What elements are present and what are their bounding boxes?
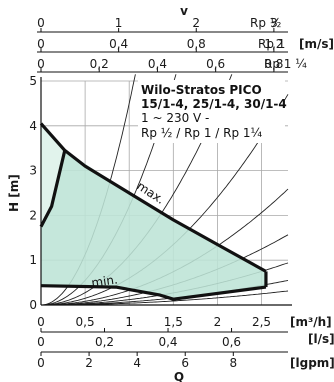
v-axis-half-tick-label: 1 [115, 16, 123, 30]
v-axis-half-unit: Rp ½ [250, 16, 281, 30]
v-axis-one-tick-label: 1,2 [264, 37, 283, 51]
operating-area-fill [41, 123, 266, 300]
y-tick-label: 2 [29, 208, 37, 222]
light-area-fill [41, 123, 65, 227]
q-main-tick-label: 1 [125, 315, 133, 329]
y-axis-title: H [m] [7, 174, 21, 212]
velocity-axes: 0 1 2 3Rp ½0 0,4 0,8 1,2Rp 1 [m/s]0 0,2 0,4 0,6 0,8… [37, 16, 334, 73]
q-main-unit: [m³/h] [290, 315, 332, 329]
min-curve [40, 284, 267, 301]
v-axis-half-tick-label: 0 [37, 16, 45, 30]
y-tick-label: 4 [29, 119, 37, 133]
q-main-tick-label: 1,5 [164, 315, 183, 329]
v-axis-quarter-tick-label: 0,6 [206, 57, 225, 71]
q-ls-tick-label: 0 [37, 335, 45, 349]
q-ls-tick-label: 0,2 [95, 335, 114, 349]
q-lgpm-tick-label: 4 [133, 356, 141, 370]
min-curve-label: min. [90, 272, 118, 290]
v-axis-quarter-tick-label: 0,2 [90, 57, 109, 71]
q-main-tick-label: 2,5 [252, 315, 271, 329]
v-axis-half-tick-label: 2 [192, 16, 200, 30]
v-axis-one-unit: Rp 1 [258, 37, 285, 51]
flow-axes: 0 0,5 1 1,5 2 2,5 [m³/h] 0 0,2 0,4 0,6 [l/s] 0 2 4 6 8 [l… [37, 315, 334, 370]
v-axis-quarter-unit: Rp 1 ¼ [264, 57, 307, 71]
info-voltage: 1 ~ 230 V - [141, 111, 209, 125]
q-ls-tick-label: 0,4 [158, 335, 177, 349]
y-tick-label: 5 [29, 74, 37, 88]
info-box [138, 80, 285, 143]
q-main-tick-label: 2 [214, 315, 222, 329]
v-axis-title: v [180, 4, 188, 18]
v-axis-half-tick-label: 3 [270, 16, 278, 30]
info-title: Wilo-Stratos PICO [141, 83, 262, 97]
x-axis-title: Q [174, 370, 184, 382]
v-axis-quarter-tick-label: 0,4 [148, 57, 167, 71]
info-connections: Rp ½ / Rp 1 / Rp 1¼ [141, 126, 263, 140]
info-models: 15/1-4, 25/1-4, 30/1-4 [141, 97, 287, 111]
q-main-tick-label: 0 [37, 315, 45, 329]
v-axis-quarter-tick-label: 0,8 [264, 57, 283, 71]
q-ls-tick-label: 0,6 [222, 335, 241, 349]
v-axis-one-tick-label: 0,4 [109, 37, 128, 51]
q-lgpm-unit: [lgpm] [290, 356, 334, 370]
operating-region [39, 122, 268, 301]
v-axis-one-tick-label: 0,8 [187, 37, 206, 51]
y-tick-label: 3 [29, 164, 37, 178]
q-lgpm-tick-label: 6 [181, 356, 189, 370]
q-main-tick-label: 0,5 [76, 315, 95, 329]
axes: 0 1 2 3 4 5 [29, 74, 292, 312]
lower-left-curve [39, 150, 67, 228]
y-tick-label: 1 [29, 253, 37, 267]
y-tick-label: 0 [29, 298, 37, 312]
v-axis-quarter-tick-label: 0 [37, 57, 45, 71]
q-lgpm-tick-label: 0 [37, 356, 45, 370]
v-axis-one-tick-label: 0 [37, 37, 45, 51]
q-ls-unit: [l/s] [308, 332, 334, 346]
q-lgpm-tick-label: 8 [229, 356, 237, 370]
q-lgpm-tick-label: 2 [85, 356, 93, 370]
v-axis-one-extra-unit: [m/s] [299, 37, 334, 51]
